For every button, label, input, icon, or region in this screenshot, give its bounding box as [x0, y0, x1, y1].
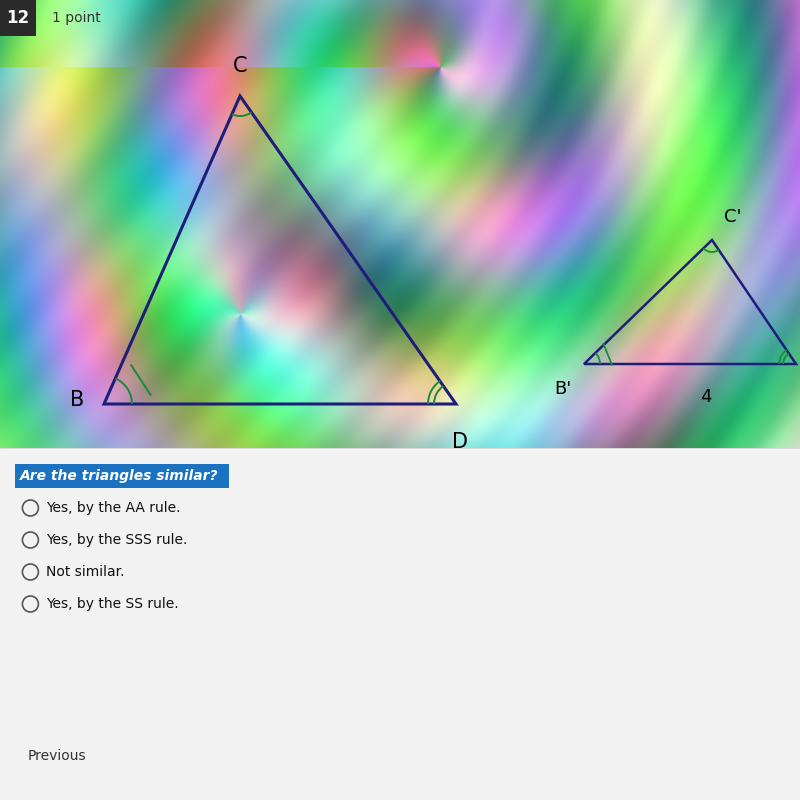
Text: Yes, by the SS rule.: Yes, by the SS rule. [46, 597, 179, 611]
Text: C': C' [724, 208, 742, 226]
Bar [0, 448, 800, 800]
Text: C: C [233, 56, 247, 76]
Text: Yes, by the AA rule.: Yes, by the AA rule. [46, 501, 181, 515]
Bar [0, 0, 36, 36]
Text: B: B [70, 390, 84, 410]
Text: B': B' [554, 380, 572, 398]
FancyBboxPatch shape [15, 464, 229, 488]
Text: 4: 4 [700, 388, 712, 406]
Text: D: D [452, 432, 468, 452]
Text: 1 point: 1 point [52, 11, 101, 25]
Text: Yes, by the SSS rule.: Yes, by the SSS rule. [46, 533, 188, 547]
Text: Previous: Previous [28, 749, 86, 763]
Text: Not similar.: Not similar. [46, 565, 125, 579]
Text: Are the triangles similar?: Are the triangles similar? [20, 469, 218, 483]
Text: 12: 12 [6, 9, 29, 27]
